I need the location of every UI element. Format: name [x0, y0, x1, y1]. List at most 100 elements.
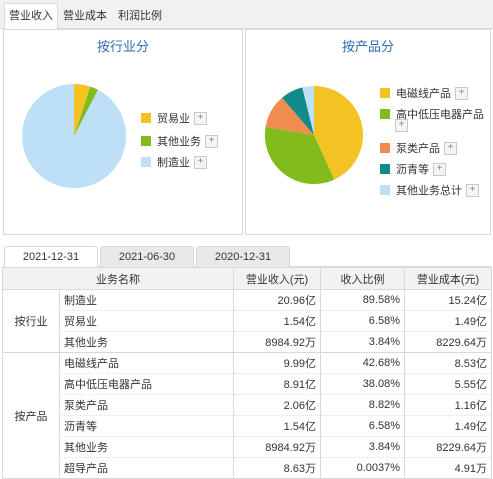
row-name: 沥青等 — [59, 415, 234, 437]
pie-slice-pumps[interactable] — [265, 97, 314, 135]
revenue-breakdown-table: 业务名称 营业收入(元) 收入比例 营业成本(元) 按行业 制造业 20.96亿… — [2, 267, 492, 479]
expand-icon[interactable]: + — [433, 162, 446, 176]
expand-icon[interactable]: + — [455, 86, 468, 100]
industry-chart-title: 按行业分 — [96, 39, 149, 54]
legend-item-asphalt[interactable]: 沥青等 + — [380, 161, 446, 177]
row-cost: 8229.64万 — [404, 331, 492, 353]
row-cost: 1.49亿 — [404, 310, 492, 332]
product-panel: 按产品分 电磁线产品 + 高中低压电器产品 + 泵类产品 + 沥青等 + 其他业… — [245, 29, 491, 235]
row-revenue: 20.96亿 — [233, 289, 321, 311]
pie-slice-voltage-appliances[interactable] — [265, 126, 335, 184]
row-revenue: 2.06亿 — [233, 394, 321, 416]
row-ratio: 3.84% — [320, 331, 405, 353]
legend-label: 泵类产品 — [396, 143, 440, 155]
row-revenue: 1.54亿 — [233, 310, 321, 332]
row-revenue: 1.54亿 — [233, 415, 321, 437]
group-label-product: 按产品 — [2, 352, 60, 479]
legend-item-pumps[interactable]: 泵类产品 + — [380, 140, 457, 156]
row-revenue: 8984.92万 — [233, 436, 321, 458]
row-cost: 15.24亿 — [404, 289, 492, 311]
row-name: 高中低压电器产品 — [59, 373, 234, 395]
legend-item-other-total[interactable]: 其他业务总计 + — [380, 182, 479, 198]
tab-period-2021-06-30[interactable]: 2021-06-30 — [100, 246, 194, 267]
legend-item-electromagnetic-wire[interactable]: 电磁线产品 + — [380, 85, 468, 101]
legend-item-trade[interactable]: 贸易业 + — [141, 110, 207, 126]
industry-panel: 按行业分 贸易业 + 其他业务 + 制造业 + — [3, 29, 243, 235]
row-ratio: 3.84% — [320, 436, 405, 458]
legend-swatch — [380, 88, 390, 98]
legend-label: 其他业务总计 — [396, 185, 462, 197]
row-ratio: 89.58% — [320, 289, 405, 311]
legend-item-voltage-appliances-expand[interactable]: + — [395, 119, 408, 132]
table-row: 高中低压电器产品 8.91亿 38.08% 5.55亿 — [3, 373, 492, 395]
table-row: 沥青等 1.54亿 6.58% 1.49亿 — [3, 415, 492, 437]
legend-swatch — [141, 157, 151, 167]
legend-item-other-business[interactable]: 其他业务 + — [141, 133, 218, 149]
legend-label: 高中低压电器产品 — [396, 109, 484, 121]
legend-item-manufacturing[interactable]: 制造业 + — [141, 154, 207, 170]
row-name: 超导产品 — [59, 457, 234, 479]
legend-swatch — [380, 185, 390, 195]
legend-label: 沥青等 — [396, 164, 429, 176]
table-row: 其他业务 8984.92万 3.84% 8229.64万 — [3, 436, 492, 458]
row-ratio: 38.08% — [320, 373, 405, 395]
pie-slice-other-total[interactable] — [302, 86, 314, 135]
row-name: 其他业务 — [59, 436, 234, 458]
table-row: 按产品 电磁线产品 9.99亿 42.68% 8.53亿 — [2, 352, 492, 479]
row-ratio: 8.82% — [320, 394, 405, 416]
table-header-row: 业务名称 营业收入(元) 收入比例 营业成本(元) — [2, 267, 492, 290]
legend-swatch — [141, 136, 151, 146]
pie-slice-other-business[interactable] — [74, 86, 98, 136]
product-chart-title: 按产品分 — [341, 39, 394, 54]
row-ratio: 6.58% — [320, 310, 405, 332]
legend-item-voltage-appliances[interactable]: 高中低压电器产品 — [380, 106, 484, 122]
pie-slice-asphalt[interactable] — [282, 87, 314, 135]
pie-slice-trade[interactable] — [74, 84, 91, 136]
table-row: 超导产品 8.63万 0.0037% 4.91万 — [3, 457, 492, 479]
tab-period-2021-12-31[interactable]: 2021-12-31 — [4, 246, 98, 268]
expand-icon[interactable]: + — [194, 155, 207, 169]
header-revenue: 营业收入(元) — [233, 267, 321, 290]
row-revenue: 9.99亿 — [233, 352, 321, 374]
row-cost: 5.55亿 — [404, 373, 492, 395]
expand-icon[interactable]: + — [444, 141, 457, 155]
legend-label: 电磁线产品 — [396, 88, 451, 100]
header-cost: 营业成本(元) — [404, 267, 492, 290]
row-cost: 8229.64万 — [404, 436, 492, 458]
row-revenue: 8.91亿 — [233, 373, 321, 395]
legend-label: 制造业 — [157, 157, 190, 169]
tab-profit-ratio[interactable]: 利润比例 — [118, 10, 162, 22]
table-row: 贸易业 1.54亿 6.58% 1.49亿 — [3, 310, 492, 332]
legend-label: 其他业务 — [157, 136, 201, 148]
pie-slice-manufacturing[interactable] — [22, 84, 126, 188]
row-cost: 4.91万 — [404, 457, 492, 479]
product-pie — [265, 86, 363, 184]
row-ratio: 6.58% — [320, 415, 405, 437]
tab-cost[interactable]: 营业成本 — [63, 10, 107, 22]
row-ratio: 42.68% — [320, 352, 405, 374]
table-row: 泵类产品 2.06亿 8.82% 1.16亿 — [3, 394, 492, 416]
row-name: 电磁线产品 — [59, 352, 234, 374]
row-name: 贸易业 — [59, 310, 234, 332]
revenue-tabs: 营业收入 营业成本 利润比例 — [0, 0, 493, 29]
row-ratio: 0.0037% — [320, 457, 405, 479]
legend-label: 贸易业 — [157, 113, 190, 125]
header-business-name: 业务名称 — [2, 267, 234, 290]
row-name: 制造业 — [59, 289, 234, 311]
legend-swatch — [141, 113, 151, 123]
legend-swatch — [380, 164, 390, 174]
legend-swatch — [380, 143, 390, 153]
expand-icon[interactable]: + — [395, 119, 408, 132]
tab-period-2020-12-31[interactable]: 2020-12-31 — [196, 246, 290, 267]
expand-icon[interactable]: + — [466, 183, 479, 197]
row-revenue: 8984.92万 — [233, 331, 321, 353]
legend-swatch — [380, 109, 390, 119]
expand-icon[interactable]: + — [194, 111, 207, 125]
expand-icon[interactable]: + — [205, 134, 218, 148]
row-name: 泵类产品 — [59, 394, 234, 416]
period-tabs: 2021-12-31 2021-06-30 2020-12-31 — [2, 246, 491, 268]
industry-pie — [22, 84, 126, 188]
tab-revenue[interactable]: 营业收入 — [4, 3, 58, 29]
pie-slice-electromagnetic-wire[interactable] — [314, 86, 363, 180]
row-cost: 8.53亿 — [404, 352, 492, 374]
